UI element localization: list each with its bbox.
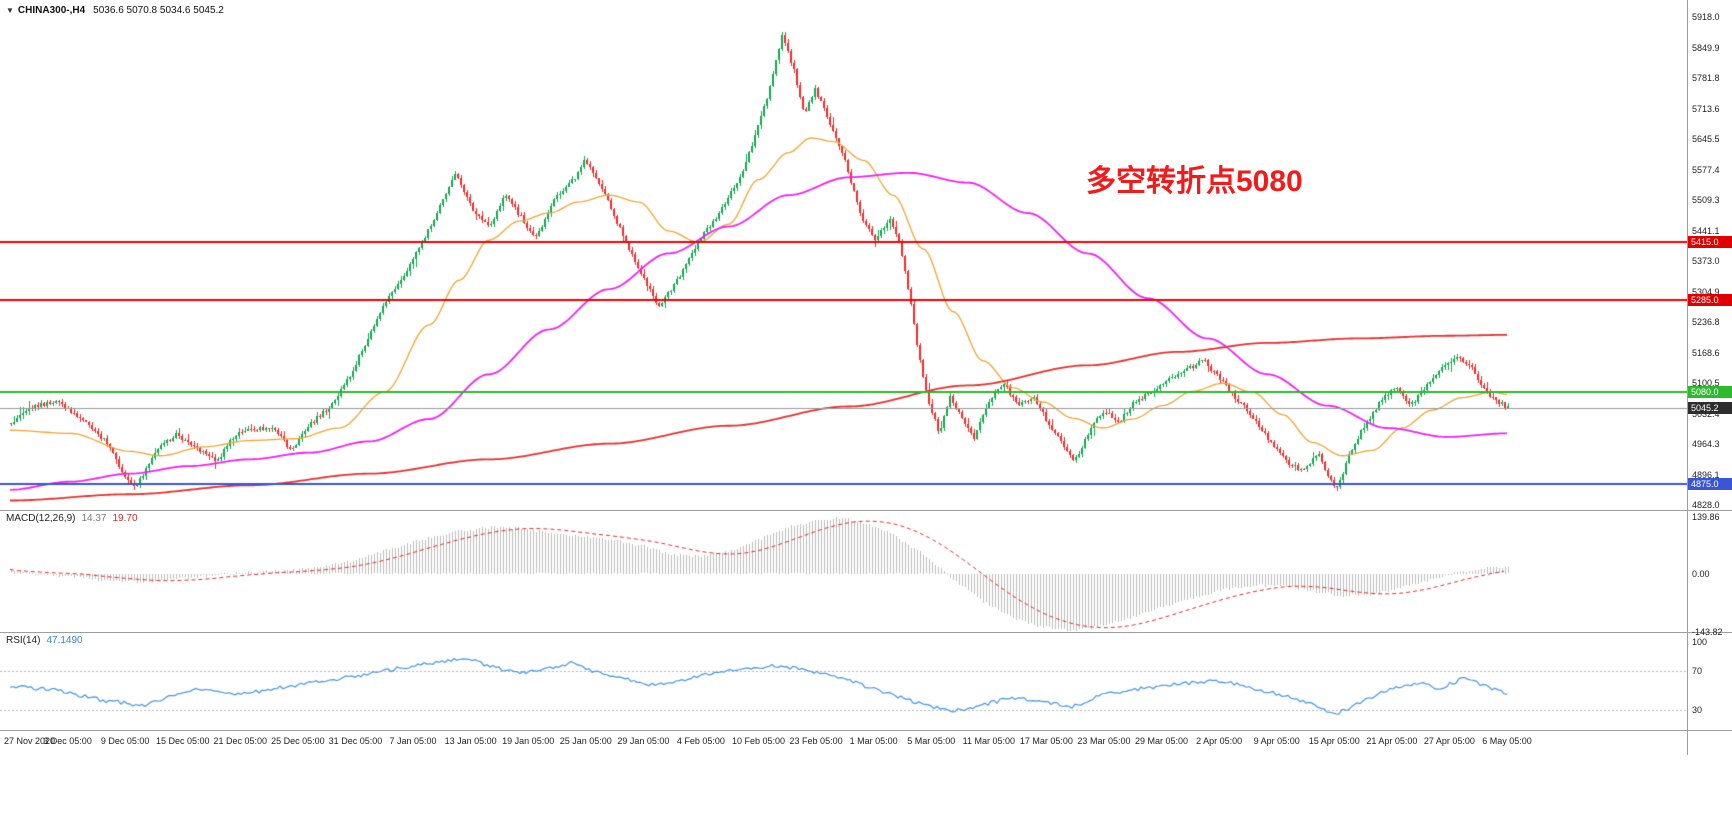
- time-axis-label: 21 Dec 05:00: [213, 736, 268, 746]
- time-axis-label: 13 Jan 05:00: [444, 736, 497, 746]
- macd-axis-label: 0.00: [1692, 568, 1710, 579]
- chevron-down-icon[interactable]: ▼: [6, 6, 14, 15]
- time-axis-label: 23 Mar 05:00: [1077, 736, 1131, 746]
- price-axis-label: 4964.3: [1692, 439, 1720, 449]
- time-axis-label: 2 Apr 05:00: [1196, 736, 1243, 746]
- macd-value: 14.37: [81, 513, 107, 524]
- time-axis-label: 21 Apr 05:00: [1366, 736, 1418, 746]
- price-axis-label: 5373.0: [1692, 256, 1720, 266]
- time-axis-label: 15 Apr 05:00: [1308, 736, 1360, 746]
- price-axis-label: 5236.8: [1692, 317, 1720, 327]
- time-axis-label: 25 Jan 05:00: [559, 736, 612, 746]
- panel-separator-macd[interactable]: [0, 510, 1732, 511]
- panel-separator-timeaxis: [0, 730, 1732, 731]
- time-axis-label: 25 Dec 05:00: [271, 736, 325, 746]
- time-axis-label: 9 Dec 05:00: [100, 736, 150, 746]
- time-axis-label: 27 Apr 05:00: [1423, 736, 1475, 746]
- time-axis-label: 27 Nov 2020: [4, 736, 56, 746]
- symbol-title: CHINA300-,H4: [17, 5, 86, 16]
- macd-indicator-label: MACD(12,26,9) 14.37 19.70: [6, 513, 138, 524]
- time-axis-label: 23 Feb 05:00: [789, 736, 843, 746]
- macd-signal-value: 19.70: [112, 513, 138, 524]
- price-tag-5080.0: 5080.0: [1688, 386, 1732, 399]
- chart-canvas[interactable]: [0, 0, 1687, 755]
- price-axis-label: 5645.5: [1692, 134, 1720, 144]
- time-axis-label: 11 Mar 05:00: [962, 736, 1015, 746]
- time-axis-label: 9 Apr 05:00: [1253, 736, 1300, 746]
- price-axis-label: 5781.8: [1692, 73, 1720, 83]
- time-axis-label: 1 Mar 05:00: [849, 736, 898, 746]
- time-axis-label: 15 Dec 05:00: [155, 736, 210, 746]
- macd-axis-label: -143.82: [1692, 627, 1723, 637]
- symbol-ohlc: 5036.6 5070.8 5034.6 5045.2: [93, 5, 224, 16]
- time-axis-label: 29 Jan 05:00: [617, 736, 670, 746]
- price-axis-label: 5100.5: [1692, 378, 1720, 388]
- time-axis-label: 5 Mar 05:00: [907, 736, 956, 746]
- time-axis-label: 10 Feb 05:00: [731, 736, 786, 746]
- price-tag-5045.2: 5045.2: [1688, 401, 1732, 414]
- price-axis-label: 5168.6: [1692, 347, 1720, 358]
- price-axis-label: 5577.4: [1692, 164, 1720, 175]
- rsi-indicator-label: RSI(14) 47.1490: [6, 635, 83, 646]
- time-axis-label: 6 May 05:00: [1482, 736, 1532, 746]
- rsi-axis-label: 100: [1692, 637, 1708, 647]
- annotation-text: 多空转折点5080: [1086, 165, 1303, 198]
- time-axis-label: 31 Dec 05:00: [328, 736, 383, 746]
- time-axis-label: 17 Mar 05:00: [1019, 736, 1073, 746]
- macd-axis-label: 139.86: [1692, 512, 1720, 522]
- time-axis-label: 29 Mar 05:00: [1135, 736, 1189, 746]
- price-axis-label: 5304.9: [1692, 286, 1720, 297]
- time-axis-label: 3 Dec 05:00: [43, 736, 92, 746]
- price-axis-label: 4896.1: [1692, 469, 1720, 480]
- price-axis-separator: [1687, 0, 1688, 755]
- price-tag-5285.0: 5285.0: [1688, 294, 1732, 307]
- price-axis-label: 5849.9: [1692, 42, 1720, 53]
- rsi-axis-label: 30: [1692, 704, 1703, 715]
- price-axis-label: 5509.3: [1692, 195, 1720, 205]
- price-axis-label: 5713.6: [1692, 103, 1720, 114]
- price-axis-label: 4828.0: [1692, 500, 1720, 510]
- price-axis-label: 5441.1: [1692, 225, 1720, 236]
- rsi-name: RSI(14): [6, 635, 41, 646]
- time-axis-label: 19 Jan 05:00: [502, 736, 555, 746]
- price-tag-5415.0: 5415.0: [1688, 236, 1732, 249]
- symbol-header: ▼ CHINA300-,H4 5036.6 5070.8 5034.6 5045.2: [6, 5, 224, 16]
- time-axis-label: 4 Feb 05:00: [676, 736, 725, 746]
- panel-separator-rsi[interactable]: [0, 632, 1732, 633]
- rsi-value: 47.1490: [46, 635, 83, 646]
- rsi-axis-label: 70: [1692, 665, 1703, 676]
- price-axis-label: 5918.0: [1692, 12, 1720, 22]
- price-tag-4875.0: 4875.0: [1688, 477, 1732, 490]
- time-axis-label: 7 Jan 05:00: [389, 736, 437, 746]
- macd-name: MACD(12,26,9): [6, 513, 76, 524]
